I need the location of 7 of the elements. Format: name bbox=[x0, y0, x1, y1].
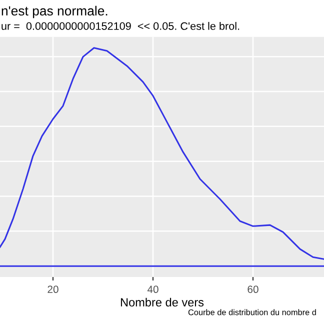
x-tick-label: 40 bbox=[147, 286, 158, 294]
chart-subtitle: ur = 0.0000000000152109 << 0.05. C'est le brol. bbox=[2, 22, 240, 30]
x-axis-title: Nombre de vers bbox=[120, 298, 204, 307]
x-tick-label: 60 bbox=[248, 286, 258, 294]
chart-title: n'est pas normale. bbox=[2, 6, 108, 18]
x-tick-label: 20 bbox=[48, 286, 58, 294]
text: Courbe de distribution du nombre d bbox=[188, 309, 316, 316]
